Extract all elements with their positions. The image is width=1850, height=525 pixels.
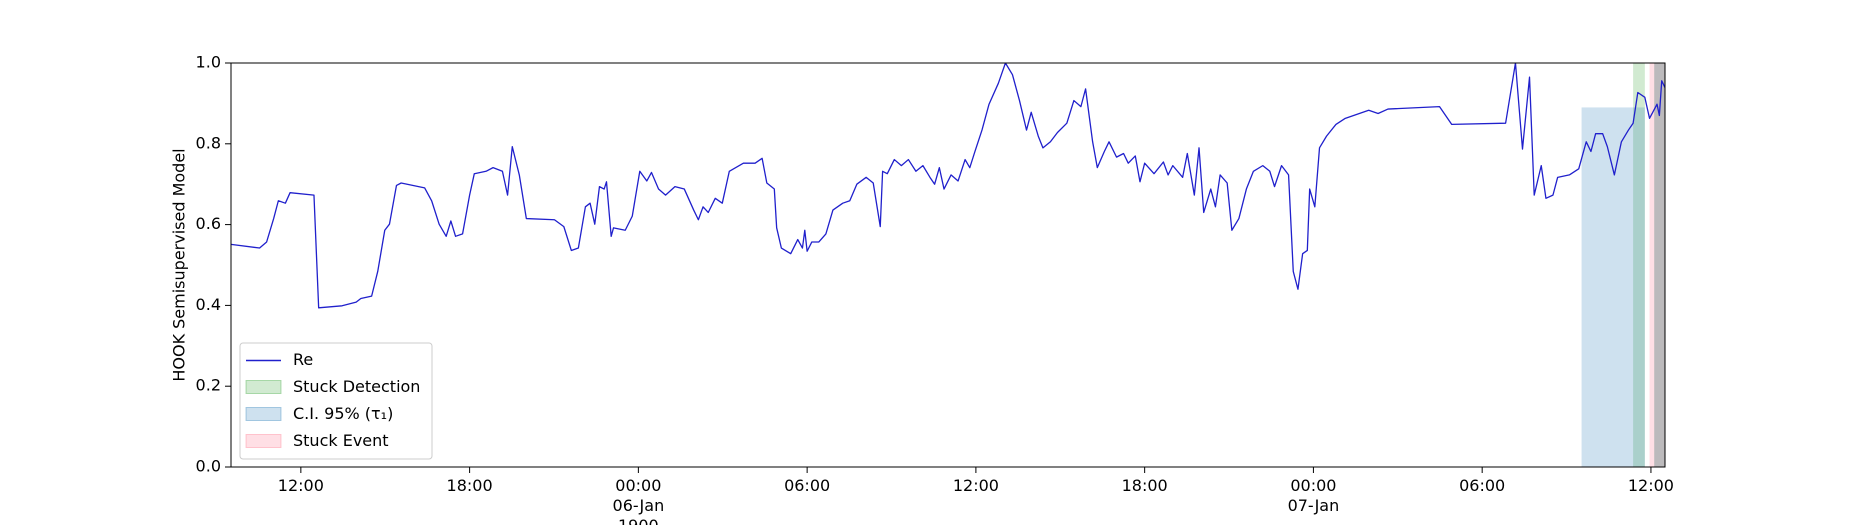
legend-patch [245,407,282,421]
band-span [1649,63,1665,467]
x-tick-label: 12:00 [1627,476,1674,495]
x-tick-label: 18:00 [446,476,493,495]
x-tick-label: 12:00 [952,476,999,495]
band-span [1654,63,1665,467]
legend-label: Stuck Event [293,431,389,450]
band-span [1654,63,1665,467]
y-tick-label: 0.6 [196,214,221,233]
x-tick-label: 06:00 [784,476,831,495]
band-span [1633,63,1645,467]
x-tick-label: 00:00 06-Jan 1900 [612,476,665,525]
y-tick-label: 0.4 [196,295,221,314]
y-tick-label: 1.0 [196,53,221,72]
x-tick-label: 18:00 [1121,476,1168,495]
x-tick-label: 00:00 07-Jan [1287,476,1340,515]
y-axis-label: HOOK Semisupervised Model [170,148,189,381]
legend-label: C.I. 95% (τ₁) [293,404,393,423]
legend: Re Stuck Detection C.I. 95% (τ₁) Stuck Even… [239,342,433,460]
plot-frame [230,62,1666,468]
legend-box [239,342,433,460]
plot-area [231,63,1665,467]
legend-patch [245,434,282,448]
y-tick-label: 0.2 [196,376,221,395]
legend-patch [245,380,282,394]
line-series [231,63,1665,309]
band-span [1581,107,1645,467]
y-tick-label: 0.0 [196,457,221,476]
x-tick-label: 12:00 [277,476,324,495]
legend-label: Re [293,350,313,369]
y-tick-label: 0.8 [196,133,221,152]
legend-label: Stuck Detection [293,377,420,396]
x-tick-label: 06:00 [1459,476,1506,495]
